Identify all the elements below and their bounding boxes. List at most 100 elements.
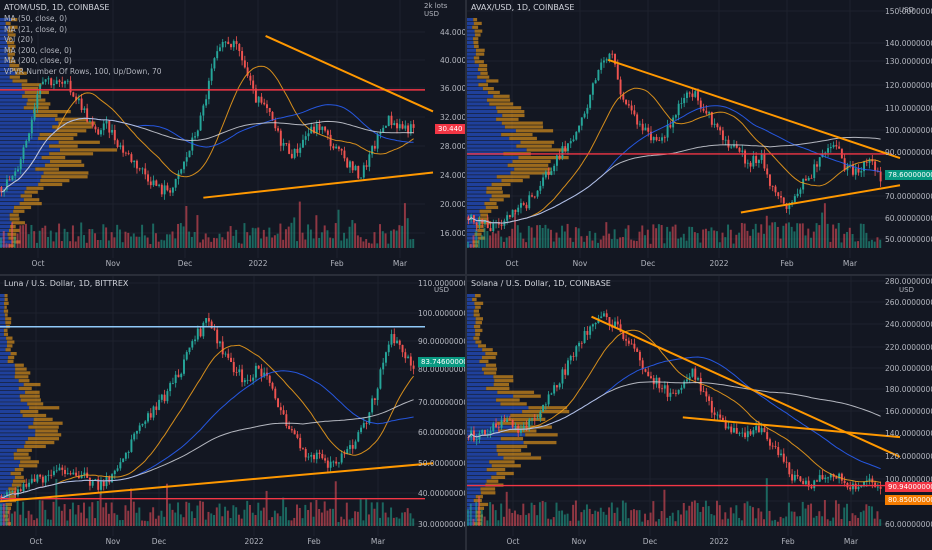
candle-body	[412, 124, 415, 128]
atom-chart-svg[interactable]: 44.00040.00036.00032.00028.00024.00020.0…	[0, 0, 465, 274]
candle-body	[354, 441, 357, 449]
volume-bar	[77, 505, 80, 526]
vpvr-down-bar	[9, 60, 16, 64]
candle-body	[194, 339, 197, 342]
candle-body	[511, 419, 514, 428]
candle-body	[738, 147, 741, 152]
legend-item[interactable]: VPVR Number Of Rows, 100, Up/Down, 70	[4, 66, 162, 76]
volume-bar	[102, 224, 105, 248]
ma-50-line	[1, 370, 414, 499]
x-tick-label: Dec	[152, 537, 167, 546]
candle-body	[122, 458, 125, 463]
candle-body	[760, 153, 763, 161]
volume-bar	[751, 507, 754, 526]
candle-body	[158, 399, 161, 410]
vpvr-down-bar	[473, 324, 481, 329]
candle-body	[857, 486, 860, 490]
volume-bar	[749, 505, 752, 526]
legend-item[interactable]: MA (50, close, 0)	[4, 14, 68, 23]
vpvr-up-bar	[467, 324, 474, 329]
trendline	[740, 184, 901, 214]
volume-bar	[843, 507, 846, 526]
vpvr-up-bar	[0, 406, 30, 410]
volume-bar	[91, 229, 94, 248]
y-tick-label: 60.00000000	[885, 520, 932, 529]
candle-body	[177, 374, 180, 378]
vpvr-up-bar	[467, 167, 515, 171]
volume-bar	[821, 212, 824, 248]
volume-bar	[666, 517, 669, 526]
candle-body	[166, 185, 169, 191]
candle-body	[102, 123, 105, 131]
candle-body	[500, 224, 503, 226]
candle-body	[694, 91, 697, 97]
candle-body	[315, 124, 318, 133]
vpvr-down-bar	[476, 225, 484, 229]
volume-bar	[55, 478, 58, 526]
legend-item[interactable]: MA (200, close, 0)	[4, 56, 72, 65]
chart-panel-sol[interactable]: 280.00000000260.00000000240.00000000220.…	[467, 276, 932, 550]
luna-chart-svg[interactable]: 110.00000000100.0000000090.0000000080.00…	[0, 276, 465, 550]
candle-body	[511, 209, 514, 217]
candle-body	[58, 467, 61, 471]
volume-bar	[379, 224, 381, 248]
vpvr-up-bar	[467, 417, 504, 421]
volume-bar	[633, 240, 635, 248]
candle-body	[641, 123, 644, 131]
panel-divider-horizontal[interactable]	[0, 274, 932, 276]
candle-body	[279, 130, 282, 146]
indicator-legend[interactable]: MA (50, close, 0) MA (21, close, 0) Vol …	[4, 14, 162, 77]
vpvr-down-bar	[20, 460, 39, 464]
vpvr-down-bar	[478, 344, 487, 348]
ma-200-line	[1, 399, 414, 499]
vpvr-down-bar	[24, 190, 38, 194]
avax-chart-svg[interactable]: 150.00000000140.00000000130.00000000120.…	[467, 0, 932, 274]
x-tick-label: Oct	[507, 537, 520, 546]
volume-bar	[190, 511, 193, 526]
volume-bar	[52, 501, 55, 526]
volume-bar	[682, 233, 685, 248]
volume-bar	[776, 226, 779, 248]
vpvr-up-bar	[467, 321, 476, 325]
chart-panel-luna[interactable]: 110.00000000100.0000000090.0000000080.00…	[0, 276, 465, 550]
vpvr-up-bar	[0, 110, 33, 114]
candle-body	[171, 382, 174, 384]
candle-body	[514, 425, 517, 428]
candle-body	[816, 164, 818, 167]
chart-panel-avax[interactable]: 150.00000000140.00000000130.00000000120.…	[467, 0, 932, 274]
volume-bar	[815, 515, 818, 526]
volume-bar	[257, 502, 260, 526]
volume-bar	[107, 513, 110, 526]
vpvr-down-bar	[473, 18, 478, 22]
vpvr-down-bar	[15, 371, 31, 375]
sol-chart-svg[interactable]: 280.00000000260.00000000240.00000000220.…	[467, 276, 932, 550]
legend-item[interactable]: MA (21, close, 0)	[4, 24, 68, 34]
chart-panel-atom[interactable]: 44.000 40.000 36.000 32.000 28.000 24.000 20.0…	[0, 0, 465, 274]
candle-body	[260, 368, 263, 377]
vpvr-up-bar	[467, 33, 475, 37]
volume-bar	[859, 223, 862, 248]
y-tick-label: 28.000	[440, 142, 465, 151]
volume-bar	[613, 512, 616, 526]
vpvr-up-bar	[0, 359, 8, 363]
candle-body	[47, 474, 50, 476]
candle-body	[804, 178, 807, 181]
volume-bar	[851, 513, 854, 526]
candle-body	[622, 331, 625, 340]
vpvr-up-bar	[0, 363, 15, 367]
legend-item[interactable]: Vol (20)	[4, 35, 34, 44]
volume-bar	[110, 502, 113, 526]
candle-body	[111, 129, 114, 133]
legend-item[interactable]: MA (200, close, 0)	[4, 45, 72, 55]
vpvr-up-bar	[467, 518, 477, 522]
vpvr-up-bar	[0, 444, 25, 449]
volume-bar	[284, 229, 287, 248]
y-tick-label: 130.00000000	[885, 57, 932, 66]
volume-bar	[718, 505, 721, 526]
volume-bar	[146, 237, 149, 248]
vpvr-down-bar	[35, 429, 58, 433]
candle-body	[589, 326, 592, 335]
volume-bar	[398, 225, 401, 248]
vpvr-down-bar	[473, 56, 480, 60]
candle-body	[183, 359, 185, 374]
